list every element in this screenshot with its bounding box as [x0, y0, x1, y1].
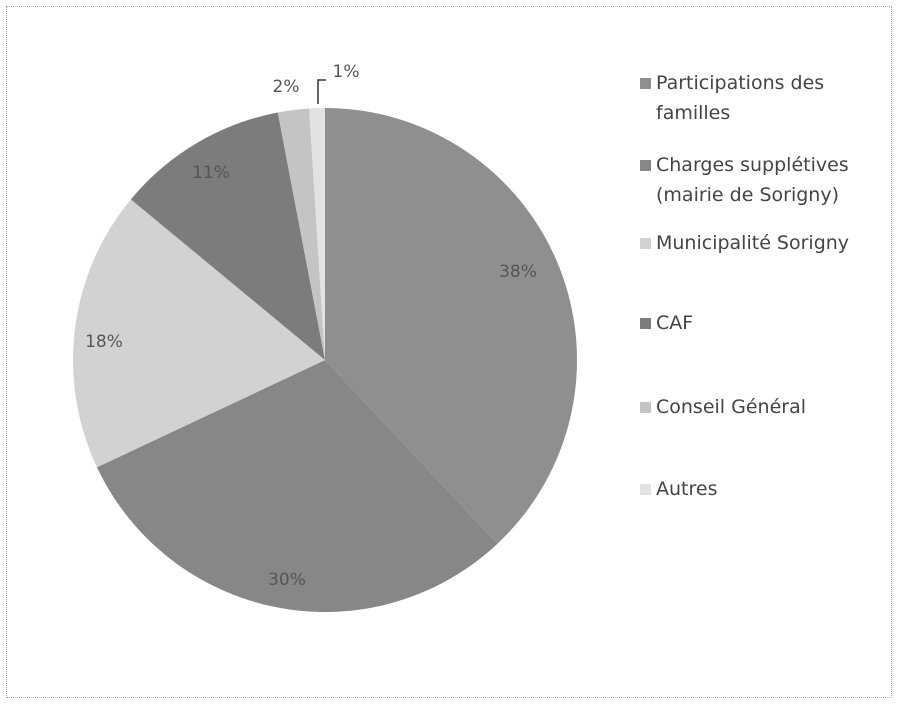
legend-swatch: [640, 318, 651, 329]
data-label: 1%: [333, 62, 360, 82]
legend-item: Autres: [640, 474, 880, 504]
legend-item: CAF: [640, 308, 880, 338]
legend-swatch: [640, 238, 651, 249]
legend-label: Participations des familles: [656, 72, 825, 124]
data-label: 2%: [273, 77, 300, 97]
pie-slice: [130, 112, 325, 360]
legend-label: Municipalité Sorigny: [656, 232, 850, 254]
legend-label: Conseil Général: [656, 396, 806, 418]
legend-label: Charges supplétives (mairie de Sorigny): [656, 154, 849, 206]
data-label: 18%: [85, 332, 123, 352]
legend-item: Participations des familles: [640, 68, 880, 128]
legend-swatch: [640, 160, 651, 171]
pie-slice: [96, 360, 498, 612]
pie-slice: [73, 199, 325, 468]
leader-line: [317, 79, 326, 104]
pie-slice: [309, 108, 325, 360]
legend-item: Municipalité Sorigny: [640, 228, 880, 258]
pie-slice: [325, 108, 577, 544]
data-label: 30%: [268, 570, 306, 590]
legend-label: Autres: [656, 478, 718, 500]
legend-swatch: [640, 78, 651, 89]
legend-swatch: [640, 484, 651, 495]
frame: [6, 6, 892, 698]
legend-item: Conseil Général: [640, 392, 880, 422]
legend-label: CAF: [656, 312, 694, 334]
data-label: 11%: [192, 163, 230, 183]
data-label: 38%: [499, 262, 537, 282]
legend-item: Charges supplétives (mairie de Sorigny): [640, 150, 880, 210]
legend-swatch: [640, 402, 651, 413]
pie-slice: [277, 108, 325, 361]
